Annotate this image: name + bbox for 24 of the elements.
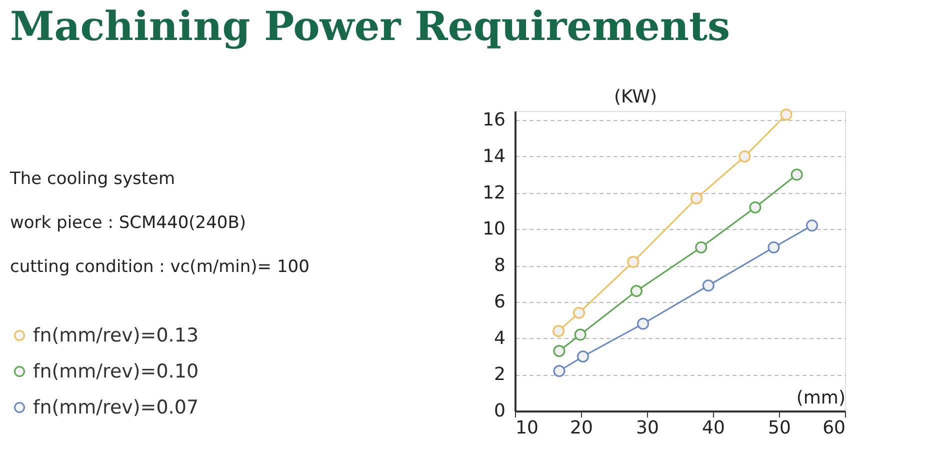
y-tick-label: 6 — [494, 291, 506, 312]
chart-title: Machining Power Requirements — [10, 3, 730, 50]
x-tick-label: 60 — [822, 418, 846, 438]
legend-label: fn(mm/rev)=0.10 — [33, 360, 199, 382]
text: cutting condition : vc(m/min)= 100 — [10, 257, 310, 277]
y-tick-label: 14 — [482, 146, 506, 167]
y-tick-label: 2 — [494, 364, 506, 386]
y-tick-label: 16 — [482, 110, 506, 131]
x-tick-label: 30 — [636, 418, 659, 438]
x-tick-label: 20 — [570, 418, 593, 438]
y-tick-label: 0 — [494, 400, 506, 422]
legend-label: fn(mm/rev)=0.07 — [33, 396, 199, 418]
text: work piece : SCM440(240B) — [10, 213, 246, 233]
x-tick-label: 40 — [702, 418, 725, 438]
x-axis-title: (mm) — [796, 388, 846, 408]
y-tick-label: 10 — [482, 218, 506, 240]
text: The cooling system — [9, 169, 176, 189]
x-tick-label: 50 — [768, 418, 791, 438]
y-axis-title: (KW) — [614, 86, 658, 108]
x-tick-label: 10 — [516, 418, 538, 438]
y-tick-label: 12 — [482, 182, 506, 204]
y-tick-label: 4 — [494, 328, 506, 349]
legend-label: fn(mm/rev)=0.13 — [33, 324, 199, 346]
y-tick-label: 8 — [494, 255, 506, 276]
